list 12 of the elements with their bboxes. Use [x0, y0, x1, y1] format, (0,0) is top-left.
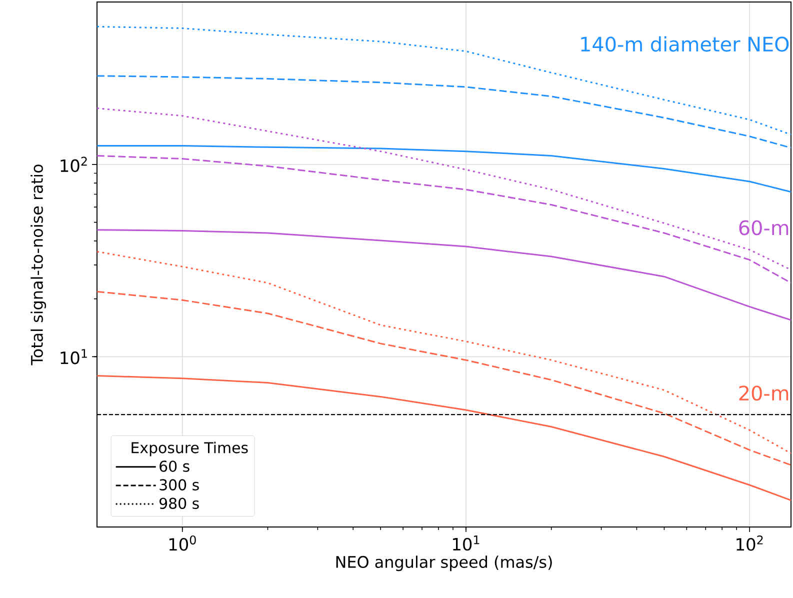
x-tick-label: 10$^{1}$	[453, 536, 480, 551]
legend-label: 980 s	[160, 498, 199, 510]
x-tick-label: 10$^{0}$	[169, 536, 196, 551]
annotation: 140-m diameter NEO	[581, 36, 789, 52]
x-axis-title: NEO angular speed (mas/s)	[336, 556, 552, 572]
legend-label: 60 s	[160, 460, 190, 472]
legend-title: Exposure Times	[132, 442, 248, 456]
y-axis-title: Total signal-to-noise ratio	[30, 164, 46, 366]
x-tick-label: 10$^{2}$	[736, 536, 763, 551]
annotation: 60-m	[739, 220, 788, 236]
legend-label: 300 s	[160, 479, 199, 490]
annotation: 20-m	[739, 386, 788, 401]
